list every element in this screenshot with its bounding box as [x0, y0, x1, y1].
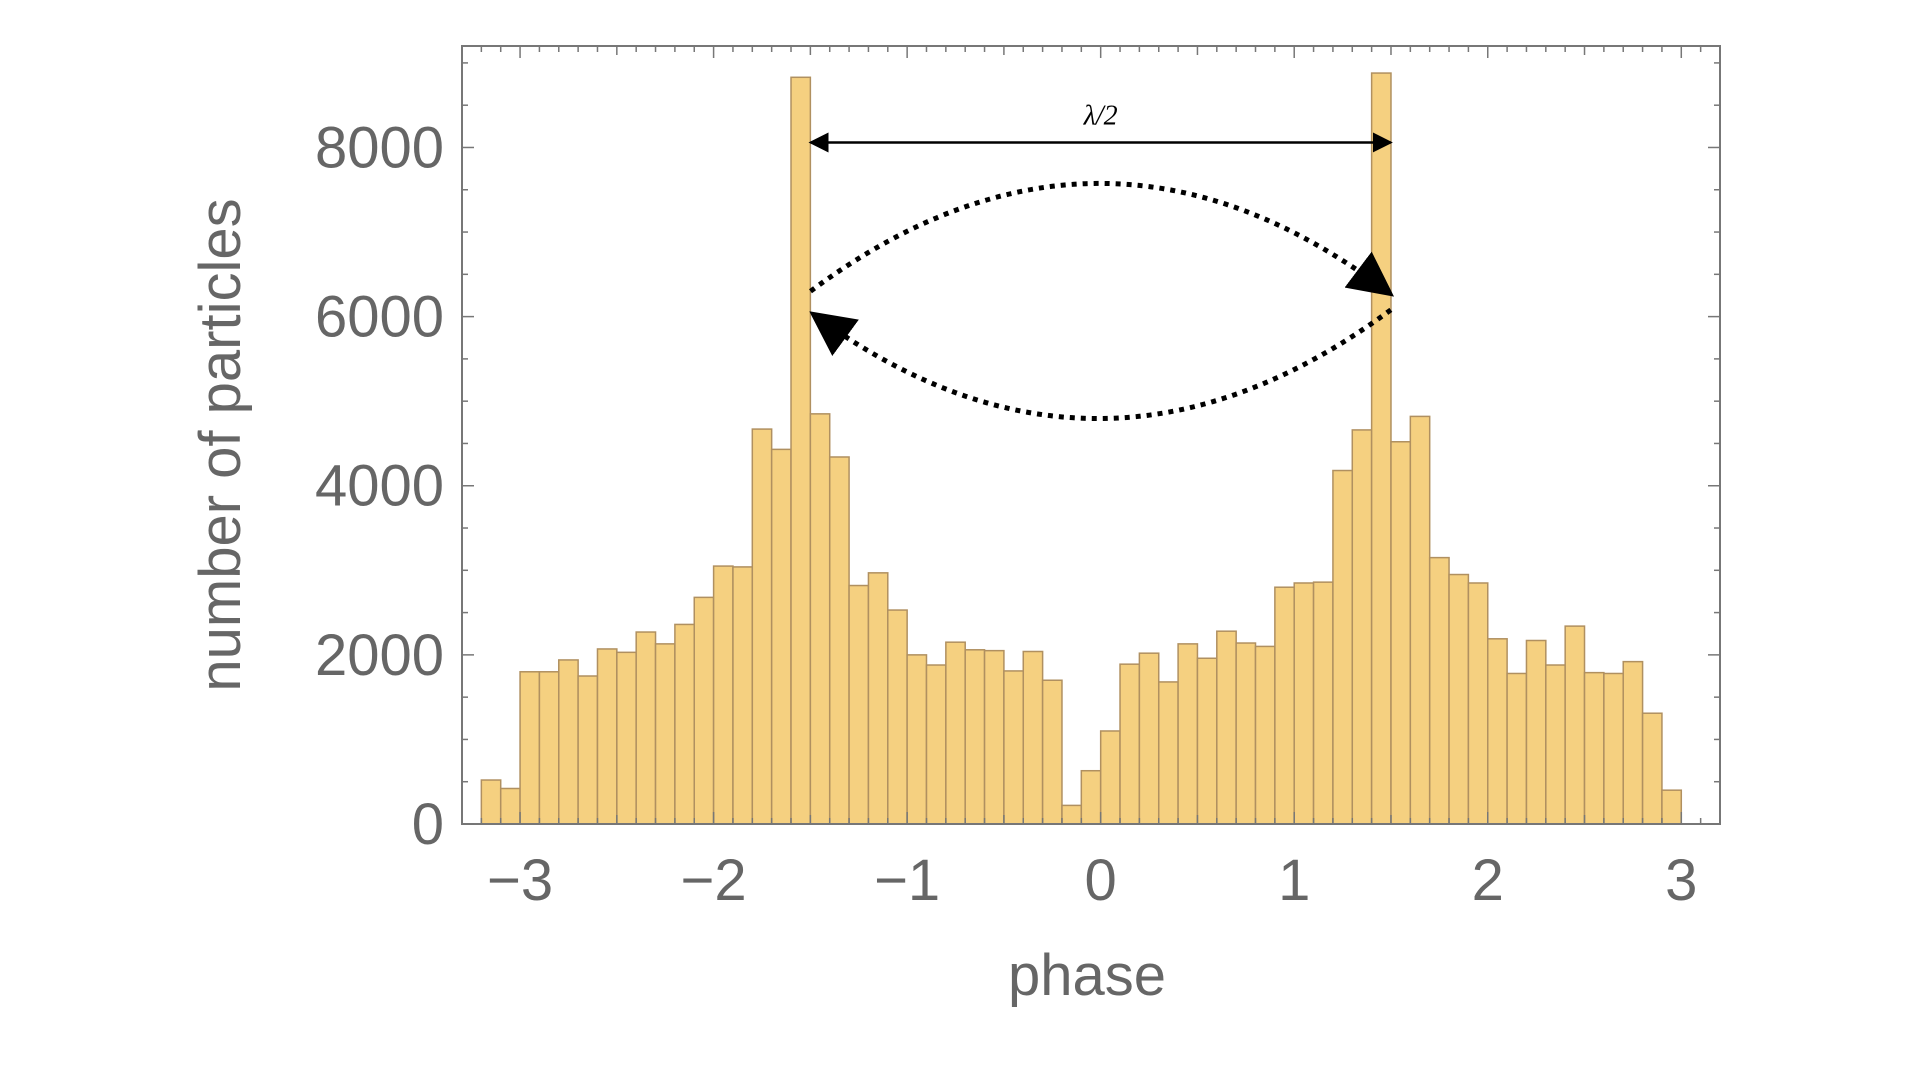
histogram-bar: [1312, 581, 1334, 825]
histogram-bar: [887, 609, 908, 825]
histogram-bar: [848, 584, 870, 825]
histogram-bar: [712, 565, 734, 825]
annotations-group: λ/2: [808, 100, 1395, 422]
x-tick-label: −2: [681, 848, 747, 913]
histogram-bar: [1216, 630, 1237, 825]
histogram-bar: [770, 448, 792, 825]
histogram-bar: [1409, 415, 1431, 825]
histogram-bar: [499, 787, 521, 825]
histogram-bar: [635, 631, 657, 825]
histogram-bar: [1119, 663, 1141, 825]
histogram-bar: [1390, 441, 1412, 825]
histogram-bar: [1254, 645, 1276, 825]
histogram-bar: [1487, 638, 1508, 825]
histogram-bar: [964, 649, 986, 825]
histogram-bar: [480, 779, 502, 825]
upper-transition-arrow: [809, 180, 1395, 297]
histogram-bar: [1545, 664, 1566, 825]
histogram-bar: [596, 648, 618, 825]
histogram-bar: [1622, 660, 1644, 825]
histogram-bar: [1525, 639, 1547, 825]
y-tick-label: 8000: [315, 115, 444, 180]
histogram-bar: [1661, 789, 1683, 825]
histogram-bar: [732, 566, 754, 825]
histogram-bar: [519, 671, 541, 825]
histogram-bar: [1370, 72, 1392, 825]
histogram-bar: [1003, 670, 1025, 825]
histogram-bar: [925, 664, 947, 825]
histogram-bar: [1022, 650, 1044, 825]
histogram-bar: [1177, 643, 1199, 825]
histogram-bar: [828, 456, 850, 825]
ticks-group: −3 −2 −1 0 1 2 3 0 2000 4000 6000 8000: [315, 46, 1721, 913]
histogram-bar: [1564, 625, 1586, 825]
x-tick-label: 1: [1278, 848, 1310, 913]
lambda-half-label: λ/2: [1083, 100, 1118, 131]
x-axis-title: phase: [1008, 943, 1166, 1008]
histogram-bar: [790, 76, 812, 825]
histogram-bar: [751, 428, 773, 825]
histogram-bar: [693, 596, 715, 825]
histogram-bar: [654, 643, 676, 825]
histogram-bar: [1603, 672, 1624, 825]
x-tick-label: 2: [1472, 848, 1504, 913]
histogram-bar: [1080, 769, 1102, 825]
histogram-bar: [577, 675, 599, 825]
y-tick-label: 4000: [315, 454, 444, 519]
x-tick-label: 3: [1665, 848, 1697, 913]
histogram-bar: [867, 572, 889, 825]
histogram-bar: [1332, 469, 1354, 825]
lower-transition-arrow: [809, 307, 1393, 422]
histogram-bar: [616, 651, 637, 825]
histogram-bar: [1293, 582, 1315, 825]
plot-frame: [461, 45, 1721, 825]
y-tick-label: 0: [412, 792, 444, 857]
y-axis-title: number of particles: [188, 198, 253, 691]
histogram-bar: [558, 659, 579, 825]
histogram-bar: [983, 649, 1005, 825]
histogram-bar: [906, 654, 928, 825]
histogram-bar: [674, 623, 695, 825]
x-tick-label: 0: [1085, 848, 1117, 913]
y-tick-label: 6000: [315, 285, 444, 350]
histogram-bar: [1583, 671, 1605, 825]
histogram-bar: [1041, 679, 1063, 825]
histogram-bar: [1138, 652, 1160, 825]
histogram-bar: [1506, 672, 1528, 825]
histogram-bar: [809, 413, 831, 825]
histogram-bar: [1235, 642, 1257, 825]
histogram-bar: [1448, 573, 1470, 825]
histogram-bar: [1274, 586, 1295, 825]
x-tick-label: −1: [874, 848, 940, 913]
bars-group: [480, 72, 1683, 825]
histogram-bar: [1061, 804, 1083, 825]
histogram-bar: [1351, 429, 1373, 825]
histogram-bar: [945, 641, 966, 825]
x-tick-label: −3: [487, 848, 553, 913]
histogram-bar: [1641, 712, 1663, 825]
y-tick-label: 2000: [315, 623, 444, 688]
histogram-bar: [538, 671, 560, 825]
histogram-bar: [1467, 582, 1489, 825]
histogram-bar: [1428, 556, 1450, 825]
histogram-bar: [1196, 657, 1218, 825]
histogram-bar: [1157, 681, 1179, 825]
histogram-bar: [1099, 730, 1121, 825]
